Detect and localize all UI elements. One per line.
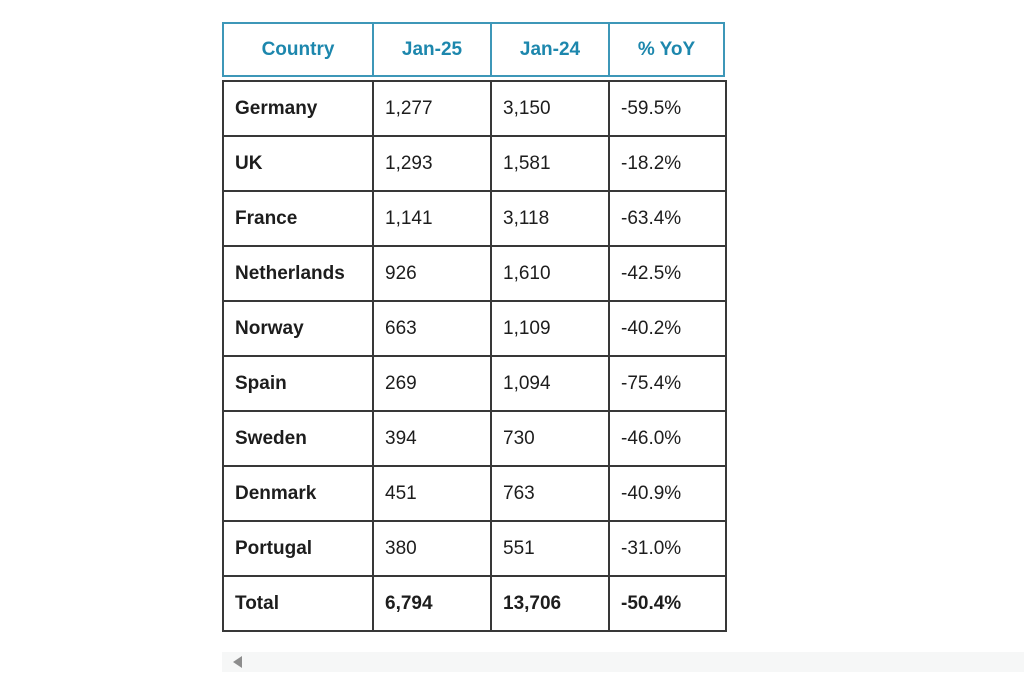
value-cell: 1,094	[490, 355, 610, 412]
country-cell: France	[222, 190, 374, 247]
value-cell: 394	[372, 410, 492, 467]
value-cell: 1,293	[372, 135, 492, 192]
value-cell: 380	[372, 520, 492, 577]
value-cell: -59.5%	[608, 80, 727, 137]
value-cell: 451	[372, 465, 492, 522]
table-row-spain: Spain 269 1,094 -75.4%	[222, 355, 727, 412]
table-row-sweden: Sweden 394 730 -46.0%	[222, 410, 727, 467]
table-row-norway: Norway 663 1,109 -40.2%	[222, 300, 727, 357]
country-cell: Sweden	[222, 410, 374, 467]
value-cell: -75.4%	[608, 355, 727, 412]
value-cell: 926	[372, 245, 492, 302]
country-cell: Germany	[222, 80, 374, 137]
table-body: Germany 1,277 3,150 -59.5% UK 1,293 1,58…	[222, 80, 727, 632]
country-cell: Spain	[222, 355, 374, 412]
country-cell: UK	[222, 135, 374, 192]
scroll-left-arrow-icon[interactable]	[233, 656, 242, 668]
total-value-cell: 13,706	[490, 575, 610, 632]
value-cell: 3,150	[490, 80, 610, 137]
horizontal-scrollbar[interactable]	[222, 652, 1024, 672]
value-cell: -40.9%	[608, 465, 727, 522]
value-cell: 663	[372, 300, 492, 357]
value-cell: 730	[490, 410, 610, 467]
table-row-denmark: Denmark 451 763 -40.9%	[222, 465, 727, 522]
country-cell: Denmark	[222, 465, 374, 522]
column-header-jan25: Jan-25	[372, 24, 490, 75]
total-value-cell: 6,794	[372, 575, 492, 632]
total-label-cell: Total	[222, 575, 374, 632]
value-cell: 3,118	[490, 190, 610, 247]
value-cell: 763	[490, 465, 610, 522]
total-row: Total 6,794 13,706 -50.4%	[222, 575, 727, 632]
value-cell: -46.0%	[608, 410, 727, 467]
value-cell: 1,141	[372, 190, 492, 247]
table-row-germany: Germany 1,277 3,150 -59.5%	[222, 80, 727, 137]
column-header-yoy: % YoY	[608, 24, 723, 75]
value-cell: 1,277	[372, 80, 492, 137]
total-value-cell: -50.4%	[608, 575, 727, 632]
value-cell: 269	[372, 355, 492, 412]
value-cell: -40.2%	[608, 300, 727, 357]
country-cell: Portugal	[222, 520, 374, 577]
value-cell: -31.0%	[608, 520, 727, 577]
table-header-row: Country Jan-25 Jan-24 % YoY	[222, 22, 725, 77]
value-cell: -63.4%	[608, 190, 727, 247]
value-cell: -42.5%	[608, 245, 727, 302]
value-cell: 1,581	[490, 135, 610, 192]
table-row-netherlands: Netherlands 926 1,610 -42.5%	[222, 245, 727, 302]
column-header-country: Country	[261, 38, 335, 60]
column-header-jan24: Jan-24	[490, 24, 608, 75]
data-table: Country Jan-25 Jan-24 % YoY Germany 1,27…	[222, 22, 727, 632]
value-cell: 1,109	[490, 300, 610, 357]
table-row-uk: UK 1,293 1,581 -18.2%	[222, 135, 727, 192]
country-cell: Netherlands	[222, 245, 374, 302]
country-cell: Norway	[222, 300, 374, 357]
value-cell: 1,610	[490, 245, 610, 302]
value-cell: 551	[490, 520, 610, 577]
table-row-france: France 1,141 3,118 -63.4%	[222, 190, 727, 247]
value-cell: -18.2%	[608, 135, 727, 192]
table-row-portugal: Portugal 380 551 -31.0%	[222, 520, 727, 577]
